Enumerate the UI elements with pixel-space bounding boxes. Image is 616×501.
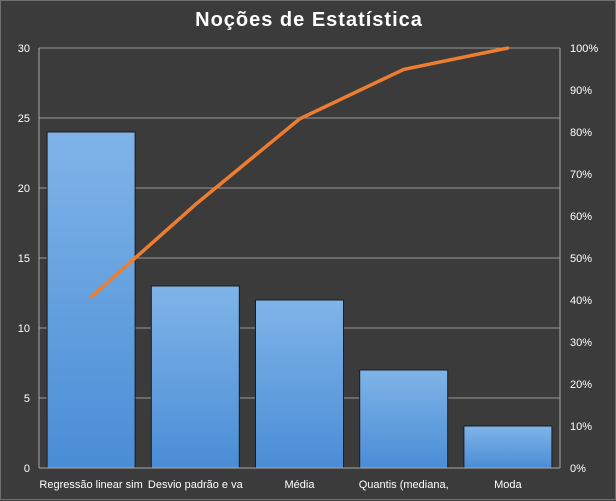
cumulative-line [89, 46, 509, 299]
y2-tick-label: 70% [570, 169, 592, 181]
bar [46, 131, 136, 469]
y-tick-label: 10 [18, 323, 30, 335]
line-point [89, 295, 93, 299]
y2-tick-label: 40% [570, 295, 592, 307]
bar [463, 425, 553, 469]
axes [38, 48, 561, 469]
y2-tick-label: 10% [570, 421, 592, 433]
y-tick-label: 25 [18, 113, 30, 125]
chart-title: Noções de Estatística [195, 9, 423, 31]
x-tick-label: Quantis (mediana, [359, 479, 449, 491]
x-tick-label: Moda [494, 479, 522, 491]
y2-tick-label: 80% [570, 127, 592, 139]
x-tick-label: Média [285, 479, 316, 491]
y2-tick-label: 0% [570, 463, 586, 475]
y2-tick-label: 20% [570, 379, 592, 391]
y-tick-label: 15 [18, 253, 30, 265]
line-point [193, 203, 197, 207]
line-point [506, 46, 510, 50]
y-tick-label: 5 [24, 393, 30, 405]
x-tick-label: Regressão linear sim [39, 479, 142, 491]
y2-tick-label: 30% [570, 337, 592, 349]
x-tick-label: Desvio padrão e va [148, 479, 244, 491]
y-tick-label: 30 [18, 43, 30, 55]
y-tick-label: 20 [18, 183, 30, 195]
bar [359, 369, 449, 469]
y2-tick-label: 90% [570, 85, 592, 97]
y-tick-label: 0 [24, 463, 30, 475]
bar [150, 285, 240, 469]
line-point [402, 67, 406, 71]
y2-tick-label: 50% [570, 253, 592, 265]
line-point [298, 117, 301, 121]
cumulative-line-series [89, 46, 510, 299]
y2-tick-label: 60% [570, 211, 592, 223]
bar [255, 299, 344, 469]
y2-tick-label: 100% [570, 43, 598, 55]
bar-series [46, 131, 553, 469]
tick-labels: 0 5 10 15 20 25 30 0% 10% 20% 30% 40% 50% 60% 70% 80% 90… [18, 43, 599, 491]
